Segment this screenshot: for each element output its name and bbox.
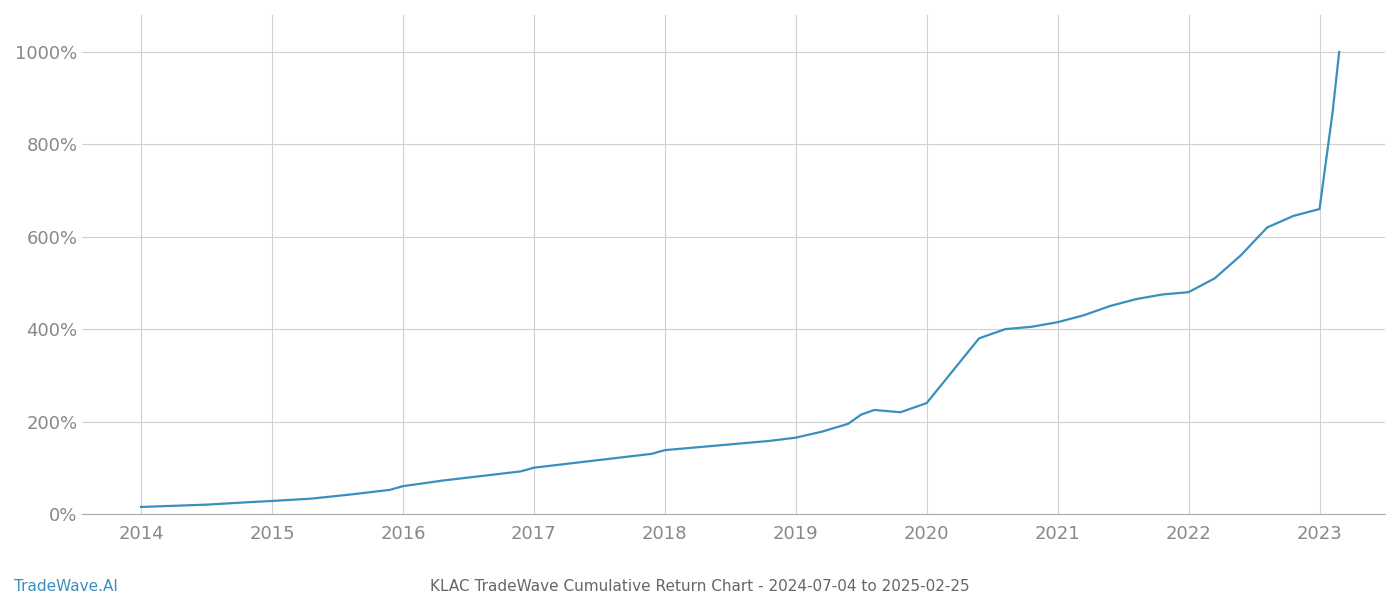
Text: KLAC TradeWave Cumulative Return Chart - 2024-07-04 to 2025-02-25: KLAC TradeWave Cumulative Return Chart -… <box>430 579 970 594</box>
Text: TradeWave.AI: TradeWave.AI <box>14 579 118 594</box>
